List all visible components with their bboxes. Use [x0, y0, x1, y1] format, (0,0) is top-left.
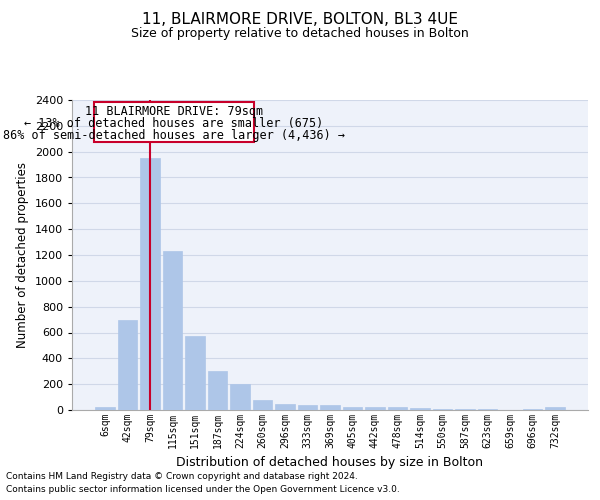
Text: 11 BLAIRMORE DRIVE: 79sqm: 11 BLAIRMORE DRIVE: 79sqm [85, 106, 263, 118]
Bar [545, 408, 565, 410]
Bar [163, 251, 182, 410]
X-axis label: Distribution of detached houses by size in Bolton: Distribution of detached houses by size … [176, 456, 484, 469]
Text: Contains HM Land Registry data © Crown copyright and database right 2024.: Contains HM Land Registry data © Crown c… [6, 472, 358, 481]
Text: 86% of semi-detached houses are larger (4,436) →: 86% of semi-detached houses are larger (… [3, 129, 345, 142]
Bar [275, 404, 295, 410]
Bar [365, 407, 385, 410]
Bar [118, 320, 137, 410]
Text: 11, BLAIRMORE DRIVE, BOLTON, BL3 4UE: 11, BLAIRMORE DRIVE, BOLTON, BL3 4UE [142, 12, 458, 28]
Bar [185, 336, 205, 410]
Text: Size of property relative to detached houses in Bolton: Size of property relative to detached ho… [131, 28, 469, 40]
Bar [140, 158, 160, 410]
Bar [95, 408, 115, 410]
Y-axis label: Number of detached properties: Number of detached properties [16, 162, 29, 348]
Text: Contains public sector information licensed under the Open Government Licence v3: Contains public sector information licen… [6, 485, 400, 494]
Bar [253, 400, 272, 410]
Bar [298, 405, 317, 410]
Text: ← 13% of detached houses are smaller (675): ← 13% of detached houses are smaller (67… [24, 118, 323, 130]
Bar [410, 408, 430, 410]
Bar [343, 407, 362, 410]
Bar [388, 408, 407, 410]
FancyBboxPatch shape [94, 102, 254, 142]
Bar [208, 370, 227, 410]
Bar [455, 408, 475, 410]
Bar [320, 406, 340, 410]
Bar [230, 384, 250, 410]
